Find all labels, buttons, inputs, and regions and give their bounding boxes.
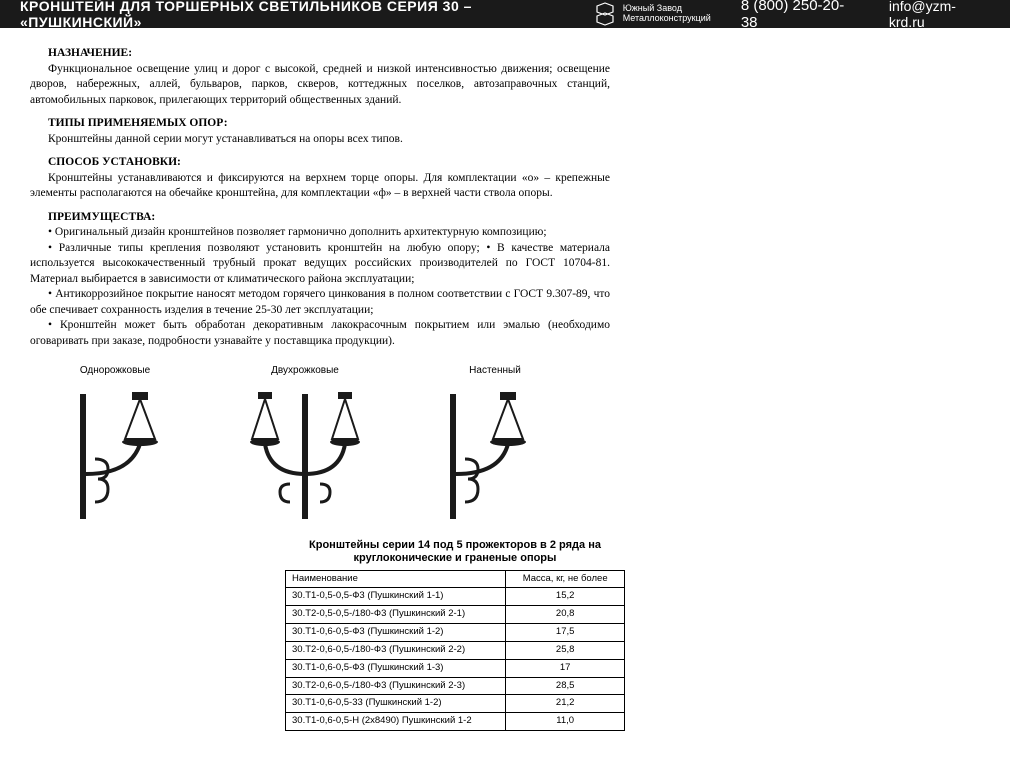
header-title: КРОНШТЕЙН ДЛЯ ТОРШЕРНЫХ СВЕТИЛЬНИКОВ СЕР… (20, 0, 593, 30)
variant-2: Двухрожковые (240, 364, 370, 529)
section-purpose: НАЗНАЧЕНИЕ: Функциональное освещение ули… (30, 46, 610, 108)
cell-name: 30.Т1-0,5-0,5-Ф3 (Пушкинский 1-1) (286, 588, 506, 606)
table-row: 30.Т1-0,6-0,5-33 (Пушкинский 1-2)21,2 (286, 695, 625, 713)
cell-mass: 17,5 (506, 624, 625, 642)
th-name: Наименование (286, 570, 506, 588)
install-body: Кронштейны устанавливаются и фиксируются… (30, 171, 610, 202)
table-row: 30.Т2-0,5-0,5-/180-Ф3 (Пушкинский 2-1)20… (286, 606, 625, 624)
table-row: 30.Т1-0,6-0,5-Ф3 (Пушкинский 1-3)17 (286, 659, 625, 677)
lamp-single-icon (50, 384, 180, 524)
header-email[interactable]: info@yzm-krd.ru (889, 0, 990, 30)
cell-mass: 21,2 (506, 695, 625, 713)
lamp-double-icon (240, 384, 370, 524)
cell-mass: 15,2 (506, 588, 625, 606)
types-title: ТИПЫ ПРИМЕНЯЕМЫХ ОПОР: (30, 116, 610, 132)
variant-1-label: Однорожковые (50, 364, 180, 378)
types-body: Кронштейны данной серии могут устанавлив… (30, 132, 610, 148)
table-row: 30.Т1-0,6-0,5-Ф3 (Пушкинский 1-2)17,5 (286, 624, 625, 642)
table-row: 30.Т1-0,5-0,5-Ф3 (Пушкинский 1-1)15,2 (286, 588, 625, 606)
purpose-body: Функциональное освещение улиц и дорог с … (30, 62, 610, 109)
adv-title: ПРЕИМУЩЕСТВА: (30, 210, 610, 226)
adv-b2: • Различные типы крепления позволяют уст… (30, 241, 610, 288)
spec-table: Наименование Масса, кг, не более 30.Т1-0… (285, 570, 625, 731)
cell-name: 30.Т1-0,6-0,5-33 (Пушкинский 1-2) (286, 695, 506, 713)
section-advantages: ПРЕИМУЩЕСТВА: • Оригинальный дизайн крон… (30, 210, 610, 350)
cell-mass: 25,8 (506, 641, 625, 659)
adv-b3: • Антикоррозийное покрытие наносят метод… (30, 287, 610, 318)
table-title: Кронштейны серии 14 под 5 прожекторов в … (285, 539, 625, 565)
variant-1: Однорожковые (50, 364, 180, 529)
table-block: Кронштейны серии 14 под 5 прожекторов в … (285, 539, 625, 731)
variant-2-label: Двухрожковые (240, 364, 370, 378)
purpose-title: НАЗНАЧЕНИЕ: (30, 46, 610, 62)
th-mass: Масса, кг, не более (506, 570, 625, 588)
table-header-row: Наименование Масса, кг, не более (286, 570, 625, 588)
company-name: Южный Завод Металлоконструкций (623, 4, 711, 24)
cell-name: 30.Т2-0,6-0,5-/180-Ф3 (Пушкинский 2-3) (286, 677, 506, 695)
cell-mass: 28,5 (506, 677, 625, 695)
cell-name: 30.Т1-0,6-0,5-Н (2х8490) Пушкинский 1-2 (286, 713, 506, 731)
cell-name: 30.Т1-0,6-0,5-Ф3 (Пушкинский 1-2) (286, 624, 506, 642)
cell-name: 30.Т2-0,5-0,5-/180-Ф3 (Пушкинский 2-1) (286, 606, 506, 624)
cell-mass: 17 (506, 659, 625, 677)
company-logo-icon (593, 2, 617, 26)
table-row: 30.Т2-0,6-0,5-/180-Ф3 (Пушкинский 2-2)25… (286, 641, 625, 659)
table-row: 30.Т1-0,6-0,5-Н (2х8490) Пушкинский 1-21… (286, 713, 625, 731)
section-types: ТИПЫ ПРИМЕНЯЕМЫХ ОПОР: Кронштейны данной… (30, 116, 610, 147)
lamp-wall-icon (430, 384, 560, 524)
variants-row: Однорожковые Двухрожковые (50, 364, 980, 529)
variant-3-label: Настенный (430, 364, 560, 378)
cell-mass: 11,0 (506, 713, 625, 731)
table-row: 30.Т2-0,6-0,5-/180-Ф3 (Пушкинский 2-3)28… (286, 677, 625, 695)
variant-3: Настенный (430, 364, 560, 529)
adv-b1: • Оригинальный дизайн кронштейнов позвол… (30, 225, 610, 241)
page-header: КРОНШТЕЙН ДЛЯ ТОРШЕРНЫХ СВЕТИЛЬНИКОВ СЕР… (0, 0, 1010, 28)
adv-b4: • Кронштейн может быть обработан декорат… (30, 318, 610, 349)
section-install: СПОСОБ УСТАНОВКИ: Кронштейны устанавлива… (30, 155, 610, 202)
content: НАЗНАЧЕНИЕ: Функциональное освещение ули… (0, 28, 1010, 731)
cell-name: 30.Т1-0,6-0,5-Ф3 (Пушкинский 1-3) (286, 659, 506, 677)
install-title: СПОСОБ УСТАНОВКИ: (30, 155, 610, 171)
cell-mass: 20,8 (506, 606, 625, 624)
logo-block: Южный Завод Металлоконструкций (593, 2, 711, 26)
cell-name: 30.Т2-0,6-0,5-/180-Ф3 (Пушкинский 2-2) (286, 641, 506, 659)
header-phone[interactable]: 8 (800) 250-20-38 (741, 0, 859, 31)
header-right: Южный Завод Металлоконструкций 8 (800) 2… (593, 0, 990, 31)
